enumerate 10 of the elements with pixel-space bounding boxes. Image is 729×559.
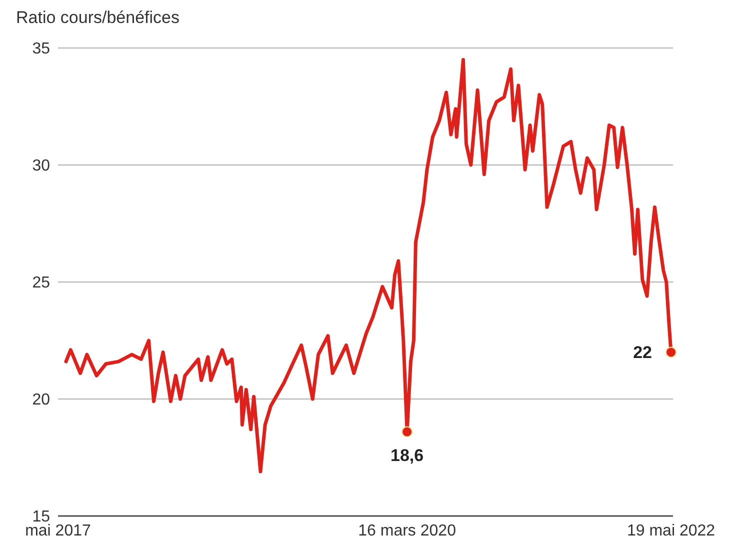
x-tick-label: 19 mai 2022 (626, 522, 716, 540)
x-tick-label: 16 mars 2020 (358, 522, 456, 540)
y-tick-label: 35 (32, 40, 50, 58)
y-tick-label: 20 (32, 392, 50, 409)
y-tick-label: 25 (32, 274, 50, 292)
y-tick-label: 30 (32, 158, 50, 175)
chart-title: Ratio cours/bénéfices (16, 8, 180, 29)
annotation: 18,6 (390, 446, 424, 465)
x-tick-label: mai 2017 (25, 522, 92, 540)
annotation: 22 (633, 343, 652, 362)
